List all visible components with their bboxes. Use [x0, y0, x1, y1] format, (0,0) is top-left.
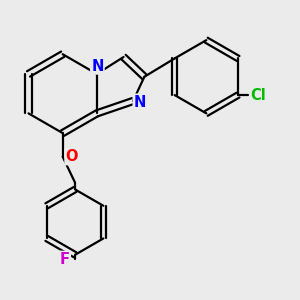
Text: O: O — [65, 149, 78, 164]
Text: Cl: Cl — [250, 88, 266, 103]
Text: F: F — [60, 252, 70, 267]
Text: N: N — [134, 94, 146, 110]
Text: N: N — [91, 58, 104, 74]
